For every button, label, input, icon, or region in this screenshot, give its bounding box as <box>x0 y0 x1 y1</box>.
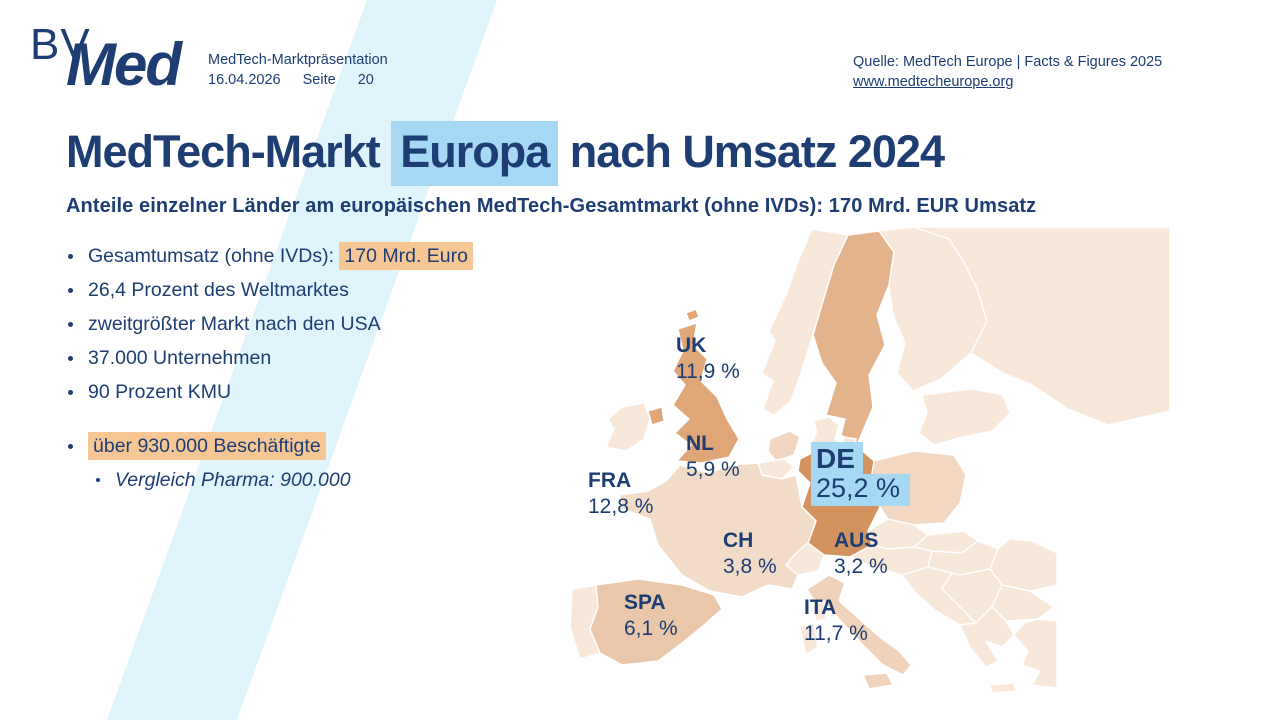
bullet-text: Vergleich Pharma: 900.000 <box>115 469 351 491</box>
logo-bv-text: BV <box>30 20 91 69</box>
bullet-dot <box>68 390 73 395</box>
bullet-dot <box>68 444 73 449</box>
map-label-nl: NL 5,9 % <box>686 432 740 482</box>
map-country-turkey <box>1013 618 1058 689</box>
map-region-northern-ireland <box>647 406 665 426</box>
title-post: nach Umsatz 2024 <box>569 126 945 177</box>
slide-title: MedTech-Markt Europa nach Umsatz 2024 <box>66 121 945 186</box>
page-label: Seite <box>302 72 336 88</box>
list-item: 26,4 Prozent des Weltmarktes <box>66 280 566 301</box>
map-label-uk: UK 11,9 % <box>676 334 740 384</box>
bullet-text: 90 Prozent KMU <box>88 381 232 403</box>
map-country-uk <box>672 322 740 464</box>
map-label-fra: FRA 12,8 % <box>588 469 654 519</box>
presentation-date: 16.04.2026 <box>208 72 281 88</box>
bullet-text: 37.000 Unternehmen <box>88 347 272 369</box>
map-label-aus: AUS 3,2 % <box>834 529 888 579</box>
presentation-title: MedTech-Marktpräsentation <box>208 52 388 68</box>
map-country-spain <box>589 578 723 666</box>
list-item-employment: über 930.000 Beschäftigte <box>66 432 566 460</box>
bullet-dot <box>96 478 100 482</box>
map-country-ireland <box>605 402 651 452</box>
bullet-text: über 930.000 Beschäftigte <box>88 432 326 460</box>
map-label-ch: CH 3,8 % <box>723 529 777 579</box>
list-item: zweitgrößter Markt nach den USA <box>66 314 566 335</box>
map-country-romania <box>989 538 1058 592</box>
map-region-scottish-isles <box>685 308 700 322</box>
map-label-ita: ITA 11,7 % <box>804 596 868 646</box>
source-link[interactable]: www.medtecheurope.org <box>853 74 1014 90</box>
source-block: Quelle: MedTech Europe | Facts & Figures… <box>853 52 1162 92</box>
list-item: 37.000 Unternehmen <box>66 348 566 369</box>
map-region-sicily <box>862 672 894 690</box>
bullet-dot <box>68 322 73 327</box>
map-region-sardinia <box>799 622 819 656</box>
date-page-row: 16.04.2026 Seite 20 <box>208 70 392 90</box>
map-region-baltics <box>918 388 1011 446</box>
bullet-dot <box>68 356 73 361</box>
map-label-de: DE 25,2 % <box>811 442 911 506</box>
bullet-text: 26,4 Prozent des Weltmarktes <box>88 279 349 301</box>
bullet-dot <box>68 254 73 259</box>
list-subitem-pharma: Vergleich Pharma: 900.000 <box>94 470 566 491</box>
map-country-france <box>619 462 817 598</box>
bullet-text: Gesamtumsatz (ohne IVDs): 170 Mrd. Euro <box>88 242 473 270</box>
source-text: Quelle: MedTech Europe | Facts & Figures… <box>853 54 1163 70</box>
map-country-netherlands <box>767 430 801 462</box>
bullet-dot <box>68 288 73 293</box>
key-facts-list: Gesamtumsatz (ohne IVDs): 170 Mrd. Euro … <box>66 242 566 504</box>
list-item: Gesamtumsatz (ohne IVDs): 170 Mrd. Euro <box>66 242 566 270</box>
revenue-highlight: 170 Mrd. Euro <box>339 242 473 270</box>
map-country-finland <box>878 226 988 392</box>
logo-med-text: Med <box>66 31 182 98</box>
map-label-spa: SPA 6,1 % <box>624 591 678 641</box>
europe-market-map: UK 11,9 % NL 5,9 % FRA 12,8 % DE 25,2 % … <box>560 225 1180 695</box>
presentation-meta: MedTech-Marktpräsentation 16.04.2026 Sei… <box>208 50 392 90</box>
map-country-italy <box>806 574 912 676</box>
map-country-greece <box>959 606 1015 668</box>
employment-highlight: über 930.000 Beschäftigte <box>88 432 326 460</box>
page-number: 20 <box>357 72 374 88</box>
bullet-text: zweitgrößter Markt nach den USA <box>88 313 381 335</box>
list-item: 90 Prozent KMU <box>66 382 566 403</box>
map-region-crete <box>989 682 1017 694</box>
map-region-corsica <box>813 600 827 622</box>
slide-subtitle: Anteile einzelner Länder am europäischen… <box>66 195 1037 217</box>
title-pre: MedTech-Markt <box>66 126 381 177</box>
title-highlight-europa: Europa <box>391 121 559 186</box>
